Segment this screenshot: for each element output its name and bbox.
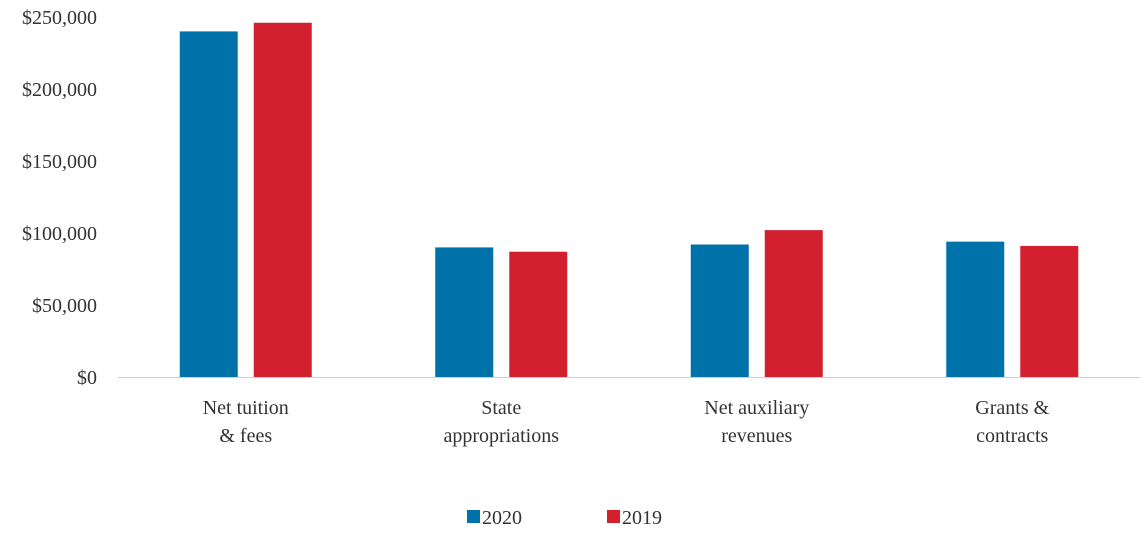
bar-2019-3	[1020, 245, 1079, 377]
y-axis: $0 $50,000 $100,000 $150,000 $200,000 $250,00…	[22, 7, 97, 389]
category-label: appropriations	[443, 425, 559, 447]
category-label: contracts	[976, 425, 1048, 447]
y-tick-label: $200,000	[22, 79, 97, 101]
bar-2020-1	[435, 247, 494, 377]
bar-2019-1	[509, 251, 568, 377]
bar-2019-2	[764, 230, 823, 377]
legend-label-2020: 2020	[482, 507, 522, 529]
y-tick-label: $150,000	[22, 151, 97, 173]
legend-swatch-2019	[607, 510, 620, 523]
legend-label-2019: 2019	[622, 507, 662, 529]
bar-2020-2	[690, 244, 749, 377]
category-label: & fees	[219, 425, 272, 447]
legend-swatch-2020	[467, 510, 480, 523]
bar-2020-0	[179, 31, 238, 378]
category-label: revenues	[721, 425, 792, 447]
category-label: Grants &	[975, 397, 1049, 419]
y-tick-label: $250,000	[22, 7, 97, 29]
category-labels: Net tuition & fees State appropriations Net …	[203, 397, 1050, 447]
category-label: Net tuition	[203, 397, 289, 419]
y-tick-label: $50,000	[32, 295, 97, 317]
category-label: Net auxiliary	[704, 397, 809, 419]
bars	[179, 22, 1079, 378]
legend: 2020 2019	[467, 507, 662, 529]
bar-2019-0	[253, 22, 312, 377]
y-tick-label: $0	[77, 367, 97, 389]
y-tick-label: $100,000	[22, 223, 97, 245]
bar-2020-3	[946, 241, 1005, 377]
category-label: State	[481, 397, 521, 419]
